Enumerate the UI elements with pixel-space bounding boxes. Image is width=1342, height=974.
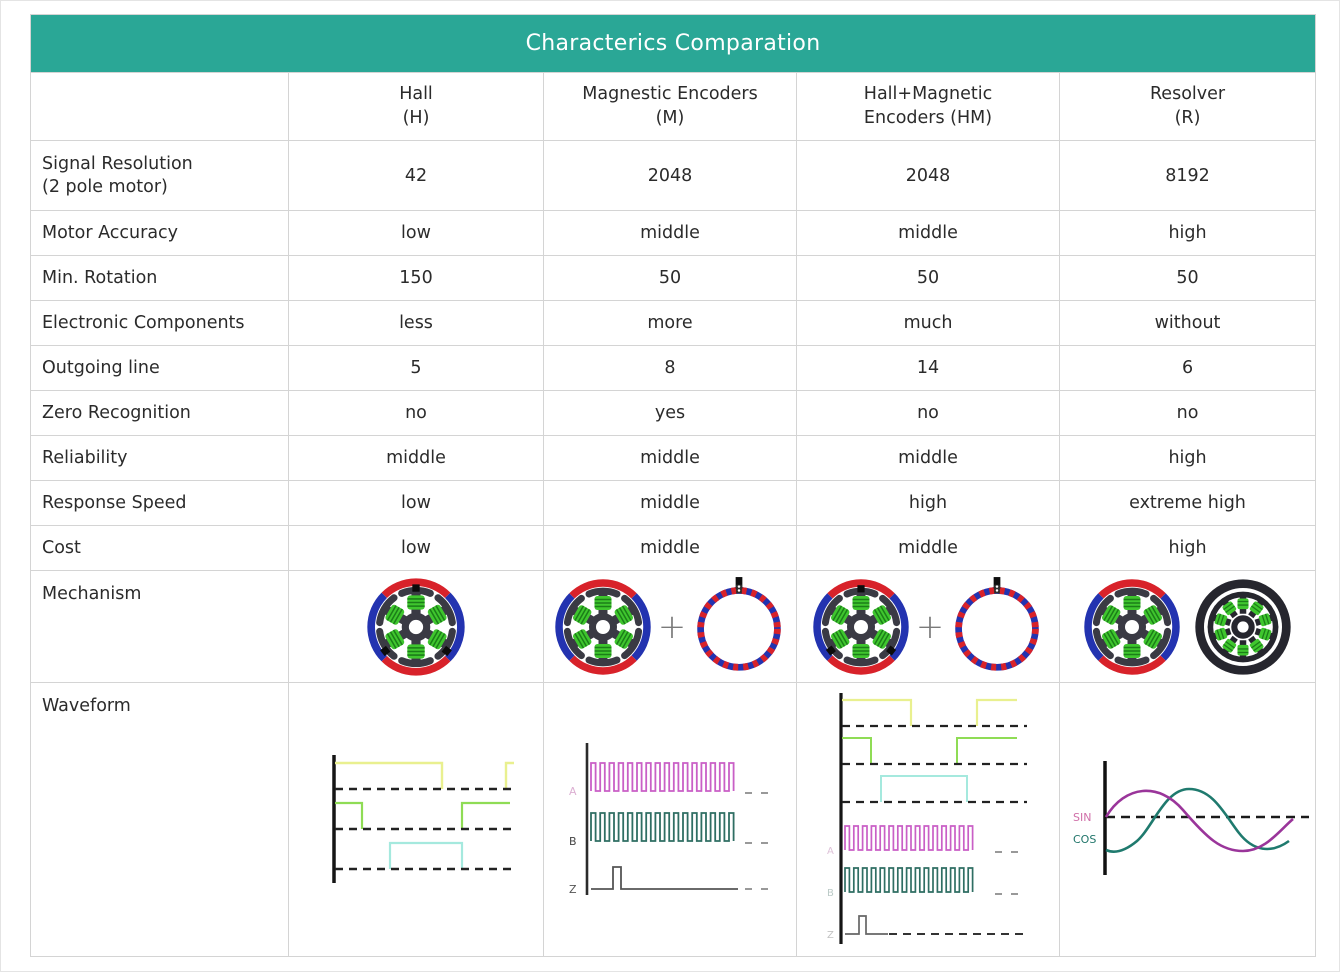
cell-value: without — [1058, 300, 1317, 346]
magnetic-encoder-ring-image — [691, 576, 787, 677]
waveform-cell-hall — [288, 682, 544, 957]
cell-value: 5 — [288, 345, 544, 391]
magnetic-encoder-ring-image — [949, 576, 1045, 677]
cell-value: 150 — [288, 255, 544, 301]
mechanism-row: Mechanism + + — [30, 570, 1317, 683]
comparison-table: Characterics Comparation Hall (H) Magnes… — [29, 14, 1317, 957]
signal-a-label: A — [827, 846, 834, 857]
hall-abz-waveform-image: A B Z — [827, 692, 1027, 944]
row-label-response-speed: Response Speed — [30, 480, 289, 526]
column-header-row: Hall (H) Magnestic Encoders (M) Hall+Mag… — [30, 72, 1317, 141]
mechanism-cell-hall — [288, 570, 544, 683]
row-label-outgoing-line: Outgoing line — [30, 345, 289, 391]
waveform-row: Waveform A B — [30, 682, 1317, 957]
cell-value: more — [543, 300, 797, 346]
cell-value: much — [796, 300, 1060, 346]
cell-value: less — [288, 300, 544, 346]
cell-value: 50 — [1058, 255, 1317, 301]
col-header-hall-magnetic: Hall+Magnetic Encoders (HM) — [796, 72, 1060, 141]
row-label-motor-accuracy: Motor Accuracy — [30, 210, 289, 256]
cell-value: 8 — [543, 345, 797, 391]
signal-a-label: A — [569, 785, 577, 798]
cell-value: 8192 — [1058, 140, 1317, 211]
cell-value: middle — [543, 210, 797, 256]
cos-label: COS — [1073, 833, 1096, 846]
table-row: Signal Resolution (2 pole motor) 42 2048… — [30, 140, 1317, 211]
sin-cos-waveform-image: SIN COS — [1073, 760, 1309, 875]
cell-value: 42 — [288, 140, 544, 211]
cell-value: extreme high — [1058, 480, 1317, 526]
row-label-reliability: Reliability — [30, 435, 289, 481]
waveform-cell-magnetic-encoders: A B Z — [543, 682, 797, 957]
cell-value: high — [1058, 435, 1317, 481]
waveform-cell-hall-magnetic: A B Z — [796, 682, 1060, 957]
cell-value: high — [1058, 525, 1317, 571]
row-label-signal-resolution: Signal Resolution (2 pole motor) — [30, 140, 289, 211]
row-label-waveform: Waveform — [30, 682, 289, 957]
cell-value: low — [288, 210, 544, 256]
row-label-cost: Cost — [30, 525, 289, 571]
plus-sign: + — [915, 606, 945, 647]
cell-value: high — [796, 480, 1060, 526]
mechanism-cell-resolver — [1058, 570, 1317, 683]
motor-with-hall-sensors-image — [811, 577, 911, 677]
waveform-cell-resolver: SIN COS — [1058, 682, 1317, 957]
table-row: Min. Rotation 150 50 50 50 — [30, 255, 1317, 301]
signal-b-label: B — [569, 835, 577, 848]
signal-z-label: Z — [569, 883, 577, 896]
cell-value: 2048 — [796, 140, 1060, 211]
row-label-min-rotation: Min. Rotation — [30, 255, 289, 301]
cell-value: 50 — [796, 255, 1060, 301]
table-row: Electronic Components less more much wit… — [30, 300, 1317, 346]
hall-waveform-image — [331, 754, 515, 883]
col-header-hall: Hall (H) — [288, 72, 544, 141]
cell-value: 2048 — [543, 140, 797, 211]
cell-value: high — [1058, 210, 1317, 256]
motor-with-hall-sensors-image — [365, 576, 467, 678]
cell-value: no — [1058, 390, 1317, 436]
cell-value: 14 — [796, 345, 1060, 391]
table-row: Reliability middle middle middle high — [30, 435, 1317, 481]
cell-value: middle — [796, 435, 1060, 481]
row-label-zero-recognition: Zero Recognition — [30, 390, 289, 436]
cell-value: middle — [543, 525, 797, 571]
table-title: Characterics Comparation — [29, 14, 1317, 73]
row-label-mechanism: Mechanism — [30, 570, 289, 683]
abz-encoder-waveform-image: A B Z — [569, 742, 775, 896]
cell-value: no — [288, 390, 544, 436]
table-row: Motor Accuracy low middle middle high — [30, 210, 1317, 256]
motor-cross-section-image — [1082, 577, 1182, 677]
signal-b-label: B — [827, 888, 834, 899]
resolver-stator-image — [1192, 576, 1294, 678]
cell-value: 50 — [543, 255, 797, 301]
table-row: Outgoing line 5 8 14 6 — [30, 345, 1317, 391]
table-row: Response Speed low middle high extreme h… — [30, 480, 1317, 526]
table-row: Cost low middle middle high — [30, 525, 1317, 571]
col-header-resolver: Resolver (R) — [1058, 72, 1317, 141]
cell-value: 6 — [1058, 345, 1317, 391]
motor-cross-section-image — [553, 577, 653, 677]
cell-value: no — [796, 390, 1060, 436]
plus-sign: + — [657, 606, 687, 647]
cell-value: middle — [796, 525, 1060, 571]
cell-value: middle — [543, 435, 797, 481]
mechanism-cell-hall-magnetic: + — [796, 570, 1060, 683]
signal-z-label: Z — [827, 930, 834, 941]
cell-value: middle — [288, 435, 544, 481]
cell-value: low — [288, 525, 544, 571]
cell-value: middle — [796, 210, 1060, 256]
cell-value: yes — [543, 390, 797, 436]
row-label-electronic-components: Electronic Components — [30, 300, 289, 346]
mechanism-cell-magnetic-encoders: + — [543, 570, 797, 683]
table-row: Zero Recognition no yes no no — [30, 390, 1317, 436]
col-header-empty — [30, 72, 289, 141]
col-header-magnetic-encoders: Magnestic Encoders (M) — [543, 72, 797, 141]
cell-value: middle — [543, 480, 797, 526]
sin-label: SIN — [1073, 811, 1091, 824]
cell-value: low — [288, 480, 544, 526]
